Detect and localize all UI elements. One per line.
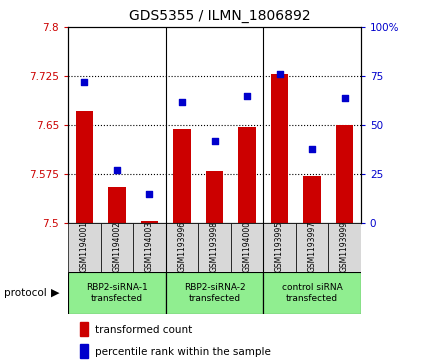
- Bar: [80, 344, 88, 358]
- Text: GSM1193998: GSM1193998: [210, 221, 219, 272]
- Bar: [328, 223, 361, 272]
- Text: transformed count: transformed count: [95, 325, 193, 335]
- Point: [114, 167, 121, 173]
- Bar: [205, 171, 224, 223]
- Bar: [101, 223, 133, 272]
- Bar: [263, 223, 296, 272]
- Bar: [108, 187, 126, 223]
- Text: GSM1194003: GSM1194003: [145, 221, 154, 272]
- Text: percentile rank within the sample: percentile rank within the sample: [95, 347, 271, 356]
- Bar: [140, 221, 158, 223]
- Bar: [296, 223, 328, 272]
- Bar: [303, 176, 321, 223]
- Point: [276, 72, 283, 77]
- Bar: [336, 125, 353, 223]
- Bar: [198, 223, 231, 272]
- Point: [81, 79, 88, 85]
- Bar: [68, 272, 166, 314]
- Bar: [76, 111, 93, 223]
- Bar: [166, 272, 263, 314]
- Text: GSM1194000: GSM1194000: [242, 221, 252, 272]
- Text: GSM1194002: GSM1194002: [113, 221, 121, 272]
- Text: ▶: ▶: [51, 288, 59, 298]
- Text: GSM1193996: GSM1193996: [177, 221, 187, 272]
- Text: RBP2-siRNA-2
transfected: RBP2-siRNA-2 transfected: [183, 284, 246, 303]
- Bar: [133, 223, 166, 272]
- Point: [211, 138, 218, 144]
- Point: [308, 146, 315, 152]
- Text: GSM1193995: GSM1193995: [275, 221, 284, 272]
- Text: RBP2-siRNA-1
transfected: RBP2-siRNA-1 transfected: [86, 284, 148, 303]
- Text: GSM1193997: GSM1193997: [308, 221, 316, 272]
- Bar: [271, 74, 289, 223]
- Text: GDS5355 / ILMN_1806892: GDS5355 / ILMN_1806892: [129, 9, 311, 23]
- Bar: [80, 322, 88, 336]
- Text: GSM1193999: GSM1193999: [340, 221, 349, 272]
- Bar: [231, 223, 263, 272]
- Point: [146, 191, 153, 197]
- Text: GSM1194001: GSM1194001: [80, 221, 89, 272]
- Bar: [166, 223, 198, 272]
- Point: [243, 93, 250, 99]
- Bar: [68, 223, 101, 272]
- Bar: [173, 129, 191, 223]
- Text: control siRNA
transfected: control siRNA transfected: [282, 284, 342, 303]
- Point: [179, 99, 186, 105]
- Bar: [263, 272, 361, 314]
- Bar: [238, 127, 256, 223]
- Text: protocol: protocol: [4, 288, 47, 298]
- Point: [341, 95, 348, 101]
